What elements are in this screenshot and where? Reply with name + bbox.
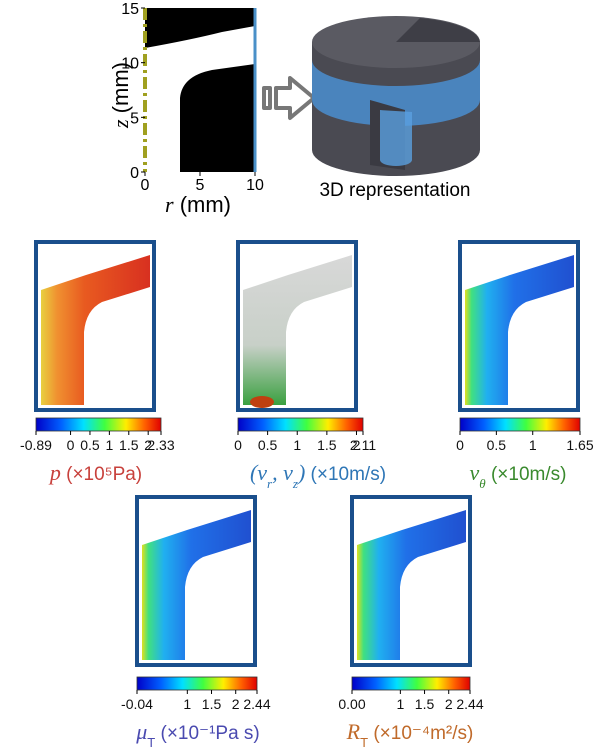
colorbar-tick-label: 1 <box>396 696 404 712</box>
colorbar <box>351 676 471 691</box>
geometry-axes: 0 5 10 15 0 5 10 <box>121 1 264 194</box>
colorbar-tick-label: 2 <box>144 437 152 453</box>
y-tick-label: 10 <box>121 56 139 73</box>
label-part: ( <box>250 460 259 485</box>
label-part: z <box>292 476 298 491</box>
cylinder-3d <box>312 16 480 176</box>
x-tick-label: 0 <box>141 177 150 194</box>
label-part: (×10m/s) <box>486 464 567 485</box>
colorbar-tick-label: 1.5 <box>415 696 435 712</box>
y-unit: (mm) <box>108 62 133 113</box>
y-tick-label: 5 <box>130 110 139 127</box>
colorbar-tick-label: -0.04 <box>121 696 153 712</box>
colorbar-tick-label: 0 <box>456 437 464 453</box>
colorbars: -0.89 0 0.5 1 1.5 22.33p (×10⁵Pa)0 0.5 1 1.5 22.1… <box>20 417 594 750</box>
label-part: r <box>267 476 273 491</box>
colorbar-label: (vr, vz) (×10m/s) <box>250 460 386 491</box>
label-part: R <box>346 719 361 744</box>
caption-3d: 3D representation <box>319 180 470 201</box>
colorbar-tick-label: 1.5 <box>202 696 222 712</box>
y-symbol: z <box>108 119 133 129</box>
colorbar-tick-label: 0.5 <box>80 437 100 453</box>
colorbar <box>35 417 162 432</box>
colorbar-label: RT (×10⁻⁴m²/s) <box>346 719 474 750</box>
label-part: (×10⁵Pa) <box>61 464 142 485</box>
label-part: v <box>257 460 267 485</box>
label-part: (×10m/s) <box>305 464 386 485</box>
x-symbol: r <box>165 192 174 217</box>
colorbar-tick-label: 1 <box>105 437 113 453</box>
colorbar-tick-label: 1.5 <box>317 437 337 453</box>
label-part: μ <box>135 719 147 744</box>
fluid-domain <box>145 26 255 172</box>
colorbar-tick-label: 2 <box>445 696 453 712</box>
x-tick-label: 5 <box>196 177 205 194</box>
label-part: T <box>360 735 368 750</box>
colorbar-label: p (×10⁵Pa) <box>48 460 142 485</box>
arrow <box>262 76 316 120</box>
x-axis-label: r (mm) <box>165 192 231 217</box>
colorbar <box>237 417 364 432</box>
x-tick-label: 10 <box>246 177 264 194</box>
colorbar-tick-label: 1.65 <box>566 437 593 453</box>
colorbar-tick-label: 2 <box>232 696 240 712</box>
y-tick-label: 15 <box>121 1 139 18</box>
colorbar-tick-label: 2 <box>353 437 361 453</box>
colorbar-tick-label: 2.44 <box>243 696 270 712</box>
label-part: p <box>48 460 61 485</box>
colorbar-label: vθ (×10m/s) <box>470 460 567 491</box>
label-part: v <box>470 460 480 485</box>
colorbar-tick-label: 1 <box>293 437 301 453</box>
label-part: , <box>272 460 283 485</box>
colorbar-tick-label: 1 <box>183 696 191 712</box>
colorbar <box>136 676 258 691</box>
label-part: ) <box>296 460 305 485</box>
colorbar-tick-label: 2.44 <box>456 696 483 712</box>
colorbar-tick-label: 2.33 <box>147 437 174 453</box>
colorbar-tick-label: 0.5 <box>258 437 278 453</box>
label-part: (×10⁻⁴m²/s) <box>368 723 473 744</box>
colorbar-label: μT (×10⁻¹Pa s) <box>135 719 260 750</box>
label-part: v <box>283 460 293 485</box>
y-tick-label: 0 <box>130 165 139 182</box>
colorbar-tick-label: 0 <box>67 437 75 453</box>
colorbar-tick-label: -0.89 <box>20 437 52 453</box>
colorbar <box>459 417 581 432</box>
label-part: θ <box>479 476 486 491</box>
colorbar-tick-label: 0.5 <box>487 437 507 453</box>
x-unit: (mm) <box>180 192 231 217</box>
y-axis-label: z (mm) <box>108 62 133 129</box>
label-part: (×10⁻¹Pa s) <box>155 723 260 744</box>
colorbar-tick-label: 1.5 <box>119 437 139 453</box>
label-part: T <box>147 735 155 750</box>
colorbar-tick-label: 1 <box>529 437 537 453</box>
colorbar-tick-label: 0 <box>234 437 242 453</box>
colorbar-tick-label: 2.11 <box>350 437 376 453</box>
colorbar-tick-label: 0.00 <box>338 696 365 712</box>
field-panels <box>34 240 580 667</box>
